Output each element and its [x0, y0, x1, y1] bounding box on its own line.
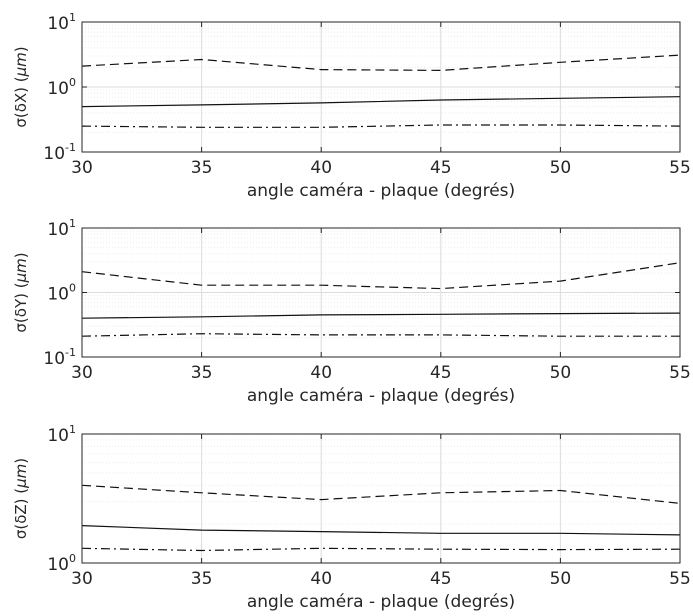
y-tick-label: 101 — [47, 423, 76, 446]
series-line-dashed — [81, 484, 681, 504]
series-line-solid — [81, 525, 681, 536]
x-tick-label: 50 — [550, 363, 572, 383]
series-line-solid — [81, 96, 681, 108]
y-tick-label: 100 — [47, 552, 76, 575]
x-tick-label: 30 — [71, 569, 93, 589]
y-tick-label: 100 — [47, 282, 76, 305]
x-tick-label: 30 — [71, 158, 93, 178]
x-axis-label: angle caméra - plaque (degrés) — [247, 386, 515, 406]
series-line-dashed — [81, 54, 681, 72]
x-tick-label: 35 — [191, 158, 213, 178]
x-tick-label: 35 — [191, 363, 213, 383]
x-axis-label: angle caméra - plaque (degrés) — [247, 592, 515, 612]
x-tick-label: 40 — [310, 158, 332, 178]
x-axis-label: angle caméra - plaque (degrés) — [247, 181, 515, 201]
y-tick-label: 101 — [47, 11, 76, 34]
y-tick-label: 100 — [47, 76, 76, 99]
chart-panel-1: 30 35 40 45 50 55 10-1 100 101 angle caméra - pla… — [12, 11, 691, 201]
y-tick-label: 10-1 — [43, 141, 76, 164]
y-tick-label: 10-1 — [43, 346, 76, 369]
x-tick-label: 55 — [669, 158, 691, 178]
x-tick-label: 55 — [669, 569, 691, 589]
series-line-dashdot — [81, 547, 681, 552]
x-tick-label: 30 — [71, 363, 93, 383]
series-line-dashdot — [81, 124, 681, 128]
x-tick-label: 45 — [430, 363, 452, 383]
y-axis-label: σ(δY) (μm) — [12, 252, 30, 332]
x-tick-label: 50 — [550, 569, 572, 589]
series-line-dashdot — [81, 333, 680, 337]
x-tick-label: 35 — [191, 569, 213, 589]
plot-frame — [81, 433, 681, 564]
x-tick-label: 45 — [430, 158, 452, 178]
x-tick-label: 50 — [550, 158, 572, 178]
chart-panel-3: 30 35 40 45 50 55 100 101 angle caméra - plaque … — [12, 423, 691, 612]
y-tick-label: 101 — [47, 217, 76, 240]
chart-panel-2: 30 35 40 45 50 55 10-1 100 101 angle caméra - pla… — [12, 217, 691, 406]
series-line-solid — [81, 312, 681, 319]
series-line-dashed — [81, 262, 681, 290]
x-tick-label: 55 — [669, 363, 691, 383]
x-tick-label: 40 — [310, 569, 332, 589]
y-axis-label: σ(δZ) (μm) — [12, 458, 30, 539]
x-tick-label: 45 — [430, 569, 452, 589]
y-axis-label: σ(δX) (μm) — [12, 46, 30, 127]
x-tick-label: 40 — [310, 363, 332, 383]
